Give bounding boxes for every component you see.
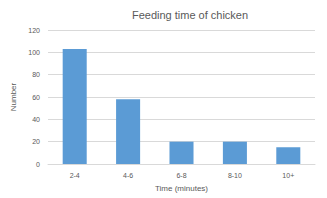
- svg-text:Number: Number: [9, 82, 18, 111]
- svg-text:80: 80: [32, 71, 40, 78]
- svg-text:20: 20: [32, 138, 40, 145]
- svg-text:40: 40: [32, 116, 40, 123]
- svg-text:Time (minutes): Time (minutes): [155, 184, 208, 193]
- svg-text:60: 60: [32, 94, 40, 101]
- svg-text:6-8: 6-8: [176, 172, 186, 179]
- svg-text:4-6: 4-6: [123, 172, 133, 179]
- svg-text:8-10: 8-10: [228, 172, 242, 179]
- svg-text:0: 0: [36, 161, 40, 168]
- svg-text:100: 100: [28, 49, 40, 56]
- svg-text:10+: 10+: [282, 172, 294, 179]
- svg-text:Feeding time of chicken: Feeding time of chicken: [132, 9, 248, 21]
- svg-text:120: 120: [28, 27, 40, 34]
- svg-text:2-4: 2-4: [70, 172, 80, 179]
